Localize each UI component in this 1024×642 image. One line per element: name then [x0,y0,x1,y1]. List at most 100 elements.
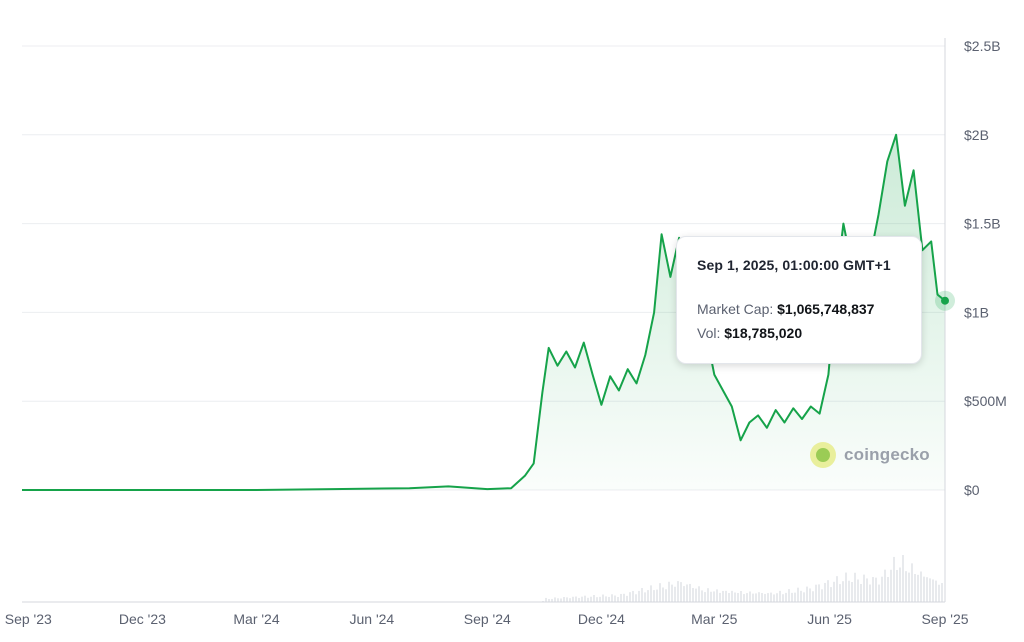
tooltip-vol-label: Vol: [697,325,721,341]
volume-bar [788,589,790,602]
volume-bar [608,596,610,602]
chart-tooltip: Sep 1, 2025, 01:00:00 GMT+1 Market Cap: … [676,236,922,364]
volume-bar [569,598,571,602]
volume-bar [716,589,718,602]
x-tick-label: Mar '24 [233,611,279,627]
x-tick-label: Dec '23 [119,611,166,627]
volume-bar [815,584,817,602]
volume-bar [824,582,826,602]
volume-bar [578,597,580,602]
volume-bar [692,588,694,602]
volume-bar [614,595,616,602]
y-tick-label: $2.5B [964,38,1001,54]
volume-bar [866,578,868,602]
volume-bar [833,581,835,602]
volume-bar [587,597,589,602]
volume-bar [887,576,889,602]
volume-bar [743,594,745,602]
volume-bar [680,582,682,602]
axes [22,38,946,603]
volume-bar [827,580,829,602]
tooltip-market-cap-label: Market Cap: [697,301,774,317]
volume-bar [560,598,562,602]
hover-marker-dot [941,296,949,305]
volume-bar [641,588,643,602]
volume-bar [779,590,781,602]
volume-bar [854,572,856,602]
volume-bar [917,574,919,602]
volume-bar [644,592,646,602]
x-axis-labels: Sep '23 Dec '23 Mar '24 Jun '24 Sep '24 Dec '… [5,611,969,627]
x-tick-label: Mar '25 [691,611,737,627]
volume-bar [596,597,598,602]
y-tick-label: $1B [964,304,989,320]
volume-bar [635,594,637,602]
volume-bar [548,599,550,602]
y-tick-label: $0 [964,482,980,498]
volume-bar [764,593,766,602]
volume-bar [782,594,784,602]
volume-bar [803,592,805,602]
volume-bar [893,556,895,602]
volume-bar [626,595,628,602]
x-tick-label: Dec '24 [578,611,625,627]
tooltip-volume: Vol: $18,785,020 [697,321,901,345]
volume-bar [731,590,733,602]
volume-bar [908,572,910,602]
volume-bar [800,590,802,602]
hover-marker [935,290,955,311]
volume-bar [935,580,937,602]
coingecko-logo-icon [810,442,836,468]
volume-bar [572,596,574,602]
volume-bar [704,592,706,602]
volume-bar [557,598,559,602]
tooltip-date: Sep 1, 2025, 01:00:00 GMT+1 [697,257,891,273]
volume-bar [683,586,685,602]
volume-bar [875,577,877,602]
volume-bar [713,591,715,602]
volume-bar [617,596,619,602]
volume-bar [809,588,811,602]
volume-bar [902,555,904,602]
volume-bar [719,592,721,602]
volume-bar [671,584,673,602]
volume-bar [770,592,772,602]
volume-bar [593,595,595,602]
volume-bar [830,587,832,602]
volume-bar [545,597,547,602]
volume-bar [620,593,622,602]
volume-bar [797,587,799,602]
volume-bar [767,593,769,602]
x-tick-label: Sep '25 [921,611,968,627]
volume-bar [869,584,871,602]
volume-bar [938,584,940,602]
volume-bar [686,584,688,602]
volume-bar [665,589,667,602]
volume-bar [860,584,862,602]
volume-bar [929,578,931,602]
volume-bar [755,593,757,602]
x-tick-label: Jun '24 [350,611,395,627]
volume-bar [752,593,754,602]
volume-bar [812,591,814,602]
volume-bar [728,593,730,602]
volume-bar [653,590,655,602]
volume-bar [554,597,556,602]
y-axis-labels: $2.5B $2B $1.5B $1B $500M $0 [964,38,1007,498]
volume-bar [722,590,724,602]
volume-bar [818,584,820,602]
volume-bar [794,592,796,602]
volume-bar [932,579,934,602]
volume-bar [674,586,676,602]
volume-bar [662,587,664,602]
volume-bar [632,590,634,602]
volume-bar [920,571,922,602]
volume-bar [857,579,859,602]
tooltip-market-cap: Market Cap: $1,065,748,837 [697,297,901,321]
volume-bar [602,594,604,602]
volume-bar [773,594,775,602]
volume-bar [761,593,763,602]
volume-bar [845,572,847,602]
market-cap-fill [22,134,945,491]
